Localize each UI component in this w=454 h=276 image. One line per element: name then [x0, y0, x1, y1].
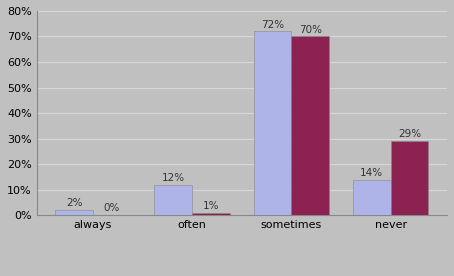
Text: 1%: 1% [203, 201, 219, 211]
Text: 14%: 14% [360, 168, 383, 178]
Bar [55, 210, 93, 215]
Bar [192, 213, 230, 215]
Bar [391, 141, 429, 215]
Text: 72%: 72% [261, 20, 284, 30]
Text: 29%: 29% [398, 129, 421, 139]
Text: 12%: 12% [162, 173, 185, 183]
Text: 70%: 70% [299, 25, 322, 35]
Bar [291, 36, 329, 215]
Text: 0%: 0% [104, 203, 120, 214]
Bar [154, 185, 192, 215]
Bar [353, 179, 391, 215]
Bar [254, 31, 291, 215]
Text: 2%: 2% [66, 198, 82, 208]
